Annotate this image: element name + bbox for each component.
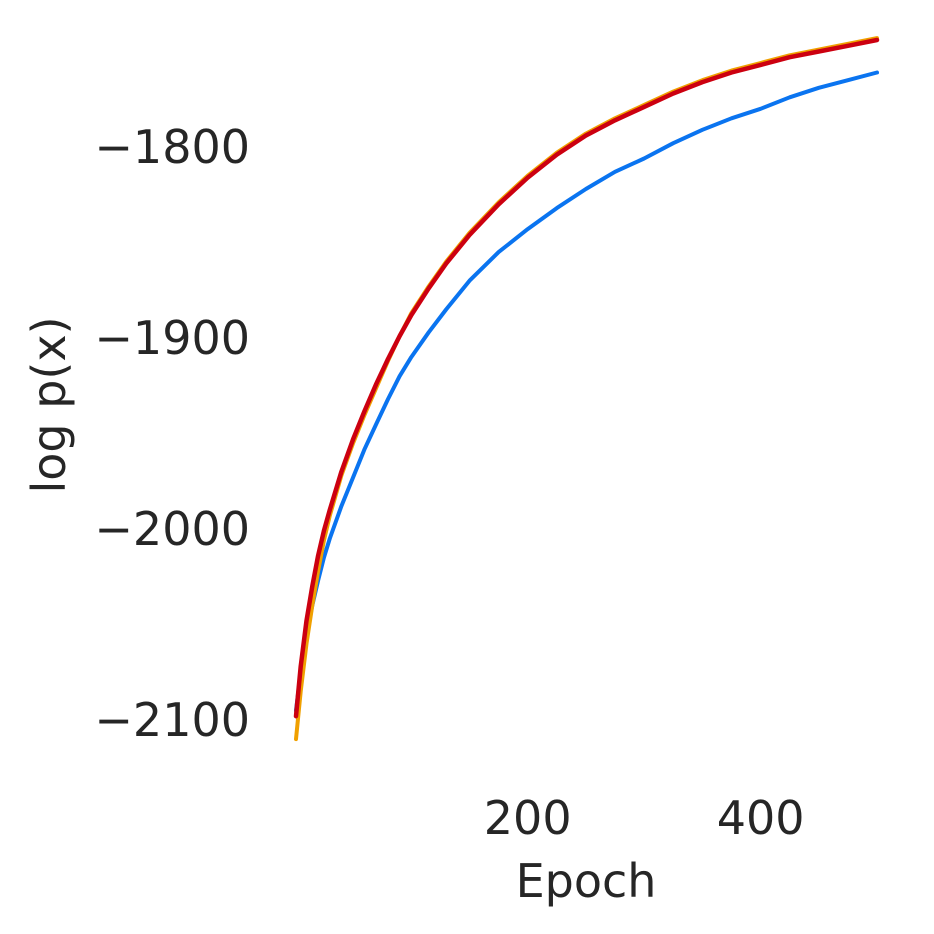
y-tick-labels: −1800 −1900 −2000 −2100 xyxy=(94,120,250,747)
y-tick-label: −2100 xyxy=(94,693,250,747)
y-tick-label: −2000 xyxy=(94,502,250,556)
series-line-1 xyxy=(294,70,879,713)
x-tick-labels: 200 400 xyxy=(484,791,805,845)
x-tick-label: 200 xyxy=(484,791,572,845)
series-line-2 xyxy=(294,36,879,742)
y-tick-label: −1800 xyxy=(94,120,250,174)
y-axis-label: log p(x) xyxy=(22,316,76,493)
series-layer xyxy=(293,36,880,742)
x-tick-label: 400 xyxy=(717,791,805,845)
y-tick-label: −1900 xyxy=(94,311,250,365)
x-axis-label: Epoch xyxy=(516,854,657,908)
series-line-3 xyxy=(293,37,880,719)
